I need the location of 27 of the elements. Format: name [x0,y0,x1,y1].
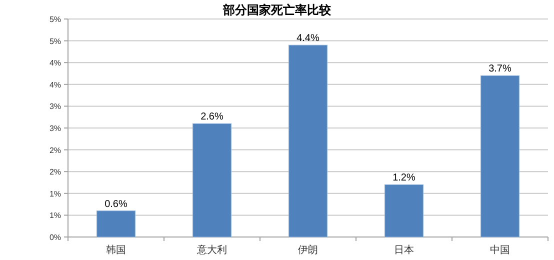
x-tick-label: 意大利 [196,244,227,256]
x-tick-label: 中国 [490,244,510,256]
bar [384,184,424,238]
x-tick-label: 日本 [394,244,414,256]
data-label: 2.6% [200,112,224,123]
data-label: 1.2% [392,172,416,184]
y-tick-label: 5% [49,36,61,46]
y-tick-label: 4% [49,80,61,90]
bar [96,210,136,238]
bar [288,44,328,238]
data-label: 0.6% [104,198,128,210]
y-tick-label: 2% [49,146,61,155]
x-tick-label: 伊朗 [298,244,318,256]
y-tick-label: 5% [49,15,61,24]
y-tick-label: 0% [49,233,61,242]
y-tick-label: 4% [49,58,61,68]
chart-title: 部分国家死亡率比较 [222,3,332,17]
bar [480,75,520,238]
y-tick-label: 1% [49,189,61,198]
y-tick-label: 3% [49,102,61,112]
data-label: 3.7% [488,64,512,75]
x-tick-label: 韩国 [106,244,126,256]
y-tick-label: 2% [49,168,61,177]
bar [192,123,232,238]
y-tick-label: 3% [49,124,61,133]
data-label: 4.4% [296,33,320,44]
y-tick-label: 1% [49,211,61,220]
